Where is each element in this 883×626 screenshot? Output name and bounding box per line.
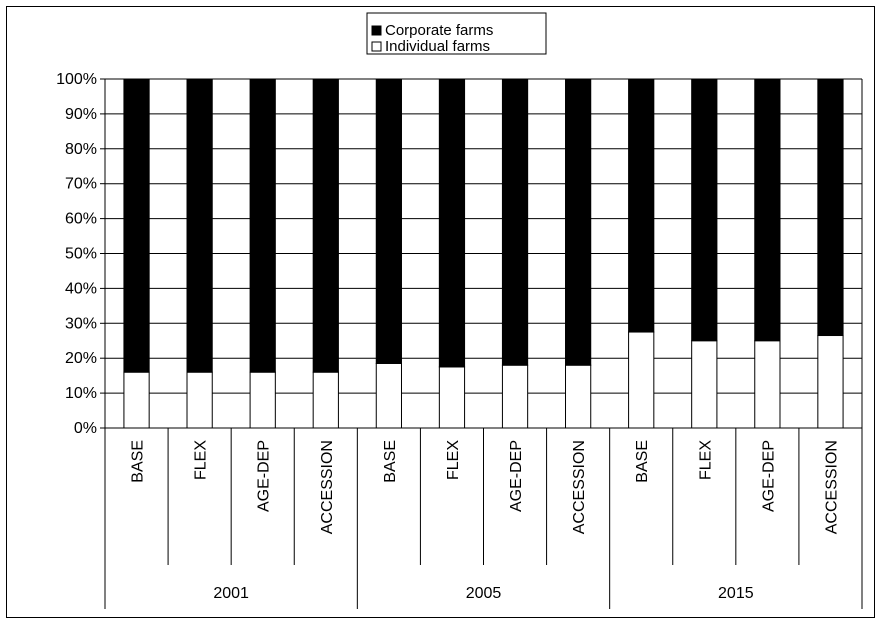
axes: 0% 10% 20% 30% 40% 50% 60% 70% 80% 90% 100% BASE FLE… <box>56 71 863 609</box>
x-category-label: BASE <box>130 440 147 483</box>
y-tick-label: 100% <box>56 71 97 88</box>
bar-individual-farms <box>438 366 466 429</box>
legend-label-individual: Individual farms <box>385 38 490 55</box>
x-category-label: AGE-DEP <box>760 440 777 512</box>
bar-individual-farms <box>501 364 529 429</box>
bar-corporate-farms <box>375 78 402 364</box>
x-category-label: BASE <box>382 440 399 483</box>
bar-individual-farms <box>628 331 655 429</box>
y-tick-label: 0% <box>74 420 97 437</box>
x-category-label: BASE <box>634 440 651 483</box>
x-category-label: FLEX <box>193 440 210 480</box>
bar-individual-farms <box>249 371 276 429</box>
x-category-label: AGE-DEP <box>508 440 525 512</box>
bar-corporate-farms <box>628 78 655 333</box>
x-group-label: 2015 <box>718 585 754 602</box>
bar-corporate-farms <box>817 78 844 337</box>
bar-individual-farms <box>123 371 150 429</box>
y-tick-label: 10% <box>65 385 97 402</box>
y-tick-label: 70% <box>65 176 97 193</box>
bar-corporate-farms <box>186 78 213 373</box>
bar-individual-farms <box>817 335 844 429</box>
bar-individual-farms <box>754 340 781 429</box>
x-category-label: ACCESSION <box>571 440 588 534</box>
y-tick-label: 80% <box>65 141 97 158</box>
bars <box>123 78 844 429</box>
bar-individual-farms <box>375 362 402 429</box>
bar-corporate-farms <box>123 78 150 373</box>
y-tick-label: 50% <box>65 246 97 263</box>
bar-individual-farms <box>186 371 213 429</box>
bar-corporate-farms <box>691 78 718 342</box>
y-tick-label: 60% <box>65 211 97 228</box>
y-tick-label: 90% <box>65 106 97 123</box>
bar-corporate-farms <box>754 78 781 342</box>
x-category-label: ACCESSION <box>319 440 336 534</box>
x-group-label: 2005 <box>466 585 502 602</box>
y-tick-label: 20% <box>65 350 97 367</box>
legend-swatch-individual <box>371 41 382 52</box>
bar-corporate-farms <box>501 78 529 366</box>
bar-corporate-farms <box>565 78 592 366</box>
x-category-label: FLEX <box>445 440 462 480</box>
bar-individual-farms <box>565 364 592 429</box>
legend-label-corporate: Corporate farms <box>385 22 493 39</box>
legend-frame <box>366 12 547 55</box>
x-group-label: 2001 <box>213 585 249 602</box>
y-tick-label: 40% <box>65 280 97 297</box>
y-tick-label: 30% <box>65 315 97 332</box>
bar-corporate-farms <box>438 78 466 368</box>
bar-corporate-farms <box>312 78 339 373</box>
x-category-label: ACCESSION <box>823 440 840 534</box>
gridlines <box>105 78 863 429</box>
legend-swatch-corporate <box>371 25 382 36</box>
x-category-label: AGE-DEP <box>256 440 273 512</box>
legend: Corporate farms Individual farms <box>366 12 547 55</box>
bar-individual-farms <box>691 340 718 429</box>
bar-individual-farms <box>312 371 339 429</box>
x-category-label: FLEX <box>697 440 714 480</box>
bar-corporate-farms <box>249 78 276 373</box>
